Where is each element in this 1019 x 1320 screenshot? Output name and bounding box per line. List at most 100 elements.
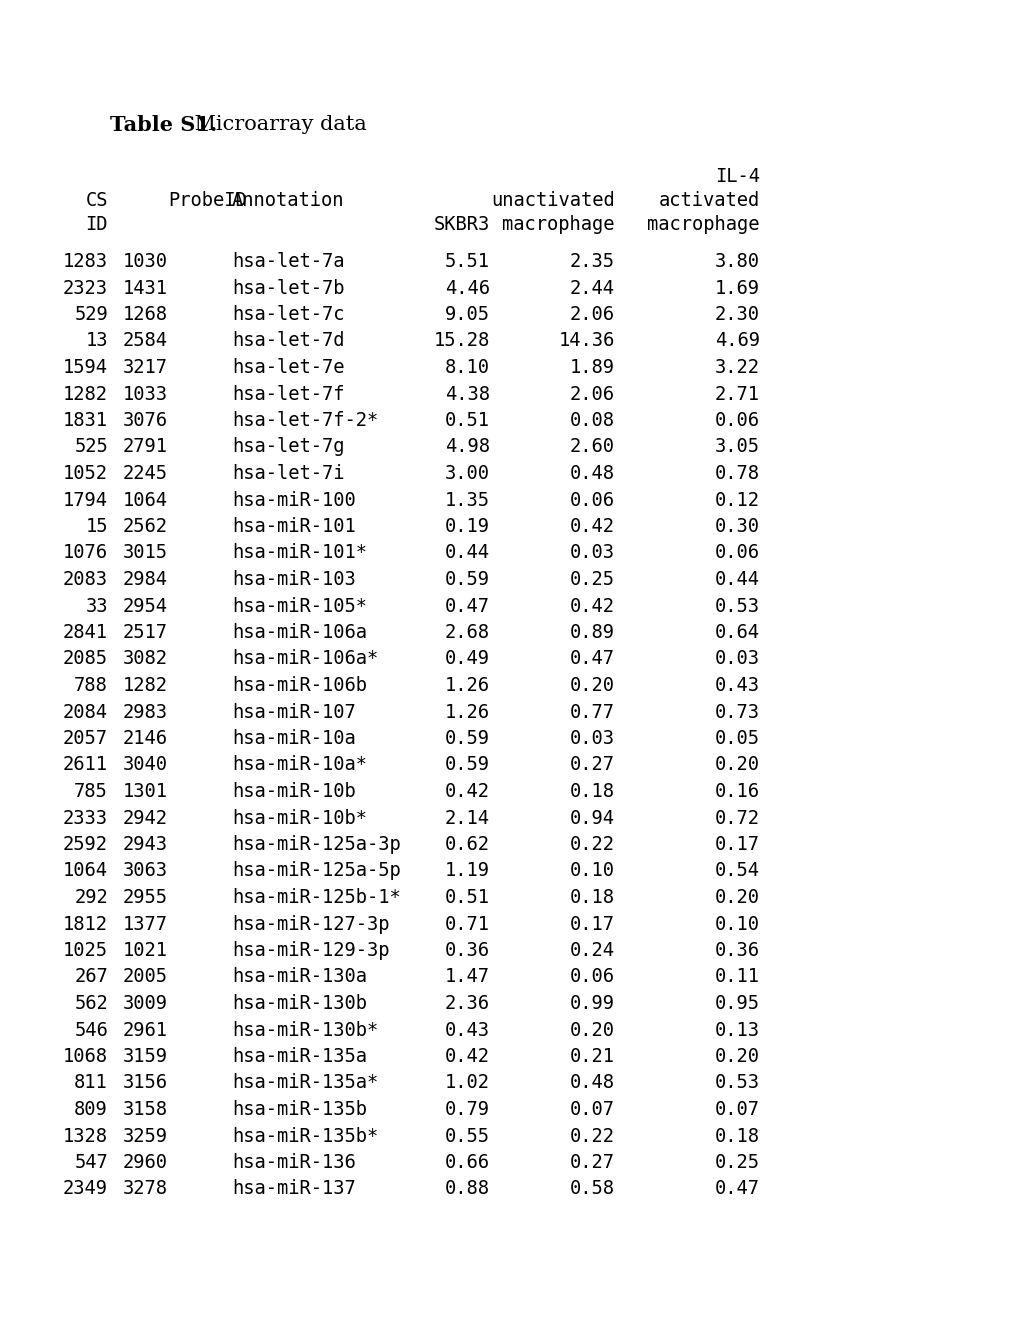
- Text: hsa-miR-10a*: hsa-miR-10a*: [231, 755, 367, 775]
- Text: 0.48: 0.48: [570, 465, 614, 483]
- Text: 8.10: 8.10: [444, 358, 489, 378]
- Text: hsa-let-7f: hsa-let-7f: [231, 384, 344, 404]
- Text: 0.10: 0.10: [714, 915, 759, 933]
- Text: 2960: 2960: [123, 1152, 168, 1172]
- Text: hsa-miR-135a*: hsa-miR-135a*: [231, 1073, 378, 1093]
- Text: 0.51: 0.51: [444, 888, 489, 907]
- Text: 1328: 1328: [63, 1126, 108, 1146]
- Text: 0.21: 0.21: [570, 1047, 614, 1067]
- Text: hsa-miR-125a-5p: hsa-miR-125a-5p: [231, 862, 400, 880]
- Text: 4.98: 4.98: [444, 437, 489, 457]
- Text: hsa-miR-10b*: hsa-miR-10b*: [231, 808, 367, 828]
- Text: 0.49: 0.49: [444, 649, 489, 668]
- Text: 2954: 2954: [123, 597, 168, 615]
- Text: 2.71: 2.71: [714, 384, 759, 404]
- Text: 0.94: 0.94: [570, 808, 614, 828]
- Text: 785: 785: [74, 781, 108, 801]
- Text: 0.59: 0.59: [444, 755, 489, 775]
- Text: 2333: 2333: [63, 808, 108, 828]
- Text: 3158: 3158: [123, 1100, 168, 1119]
- Text: 3217: 3217: [123, 358, 168, 378]
- Text: 0.47: 0.47: [714, 1180, 759, 1199]
- Text: 0.08: 0.08: [570, 411, 614, 430]
- Text: 0.78: 0.78: [714, 465, 759, 483]
- Text: 1.47: 1.47: [444, 968, 489, 986]
- Text: 0.62: 0.62: [444, 836, 489, 854]
- Text: 1025: 1025: [63, 941, 108, 960]
- Text: 3.00: 3.00: [444, 465, 489, 483]
- Text: 562: 562: [74, 994, 108, 1012]
- Text: hsa-miR-106a*: hsa-miR-106a*: [231, 649, 378, 668]
- Text: 1.02: 1.02: [444, 1073, 489, 1093]
- Text: 529: 529: [74, 305, 108, 323]
- Text: 292: 292: [74, 888, 108, 907]
- Text: hsa-miR-105*: hsa-miR-105*: [231, 597, 367, 615]
- Text: 0.88: 0.88: [444, 1180, 489, 1199]
- Text: 3.05: 3.05: [714, 437, 759, 457]
- Text: hsa-let-7b: hsa-let-7b: [231, 279, 344, 297]
- Text: 2984: 2984: [123, 570, 168, 589]
- Text: 0.27: 0.27: [570, 1152, 614, 1172]
- Text: Table S1.: Table S1.: [110, 115, 217, 135]
- Text: 1.19: 1.19: [444, 862, 489, 880]
- Text: 1282: 1282: [63, 384, 108, 404]
- Text: 0.16: 0.16: [714, 781, 759, 801]
- Text: hsa-let-7d: hsa-let-7d: [231, 331, 344, 351]
- Text: Annotation: Annotation: [231, 191, 344, 210]
- Text: 0.36: 0.36: [714, 941, 759, 960]
- Text: 3278: 3278: [123, 1180, 168, 1199]
- Text: 0.53: 0.53: [714, 597, 759, 615]
- Text: 0.03: 0.03: [714, 649, 759, 668]
- Text: 1794: 1794: [63, 491, 108, 510]
- Text: 15: 15: [86, 517, 108, 536]
- Text: 0.20: 0.20: [714, 1047, 759, 1067]
- Text: 2.30: 2.30: [714, 305, 759, 323]
- Text: 2955: 2955: [123, 888, 168, 907]
- Text: hsa-let-7g: hsa-let-7g: [231, 437, 344, 457]
- Text: 2.35: 2.35: [570, 252, 614, 271]
- Text: 0.06: 0.06: [570, 968, 614, 986]
- Text: hsa-miR-125a-3p: hsa-miR-125a-3p: [231, 836, 400, 854]
- Text: 1594: 1594: [63, 358, 108, 378]
- Text: 2146: 2146: [123, 729, 168, 748]
- Text: 0.03: 0.03: [570, 729, 614, 748]
- Text: 33: 33: [86, 597, 108, 615]
- Text: 13: 13: [86, 331, 108, 351]
- Text: 788: 788: [74, 676, 108, 696]
- Text: hsa-let-7f-2*: hsa-let-7f-2*: [231, 411, 378, 430]
- Text: hsa-miR-10b: hsa-miR-10b: [231, 781, 356, 801]
- Text: 1.69: 1.69: [714, 279, 759, 297]
- Text: hsa-miR-107: hsa-miR-107: [231, 702, 356, 722]
- Text: 0.17: 0.17: [570, 915, 614, 933]
- Text: 0.43: 0.43: [714, 676, 759, 696]
- Text: 5.51: 5.51: [444, 252, 489, 271]
- Text: 3159: 3159: [123, 1047, 168, 1067]
- Text: ID: ID: [86, 215, 108, 234]
- Text: 0.03: 0.03: [570, 544, 614, 562]
- Text: 2942: 2942: [123, 808, 168, 828]
- Text: hsa-miR-101: hsa-miR-101: [231, 517, 356, 536]
- Text: 3040: 3040: [123, 755, 168, 775]
- Text: 1052: 1052: [63, 465, 108, 483]
- Text: 4.46: 4.46: [444, 279, 489, 297]
- Text: 0.17: 0.17: [714, 836, 759, 854]
- Text: 0.30: 0.30: [714, 517, 759, 536]
- Text: 0.27: 0.27: [570, 755, 614, 775]
- Text: 0.18: 0.18: [570, 781, 614, 801]
- Text: 1377: 1377: [123, 915, 168, 933]
- Text: 0.06: 0.06: [714, 411, 759, 430]
- Text: 0.20: 0.20: [714, 888, 759, 907]
- Text: 2611: 2611: [63, 755, 108, 775]
- Text: 546: 546: [74, 1020, 108, 1040]
- Text: SKBR3: SKBR3: [433, 215, 489, 234]
- Text: ProbeID: ProbeID: [168, 191, 247, 210]
- Text: 2961: 2961: [123, 1020, 168, 1040]
- Text: 3082: 3082: [123, 649, 168, 668]
- Text: 0.42: 0.42: [570, 517, 614, 536]
- Text: 0.12: 0.12: [714, 491, 759, 510]
- Text: 2562: 2562: [123, 517, 168, 536]
- Text: 4.69: 4.69: [714, 331, 759, 351]
- Text: hsa-miR-127-3p: hsa-miR-127-3p: [231, 915, 389, 933]
- Text: 0.48: 0.48: [570, 1073, 614, 1093]
- Text: 0.59: 0.59: [444, 570, 489, 589]
